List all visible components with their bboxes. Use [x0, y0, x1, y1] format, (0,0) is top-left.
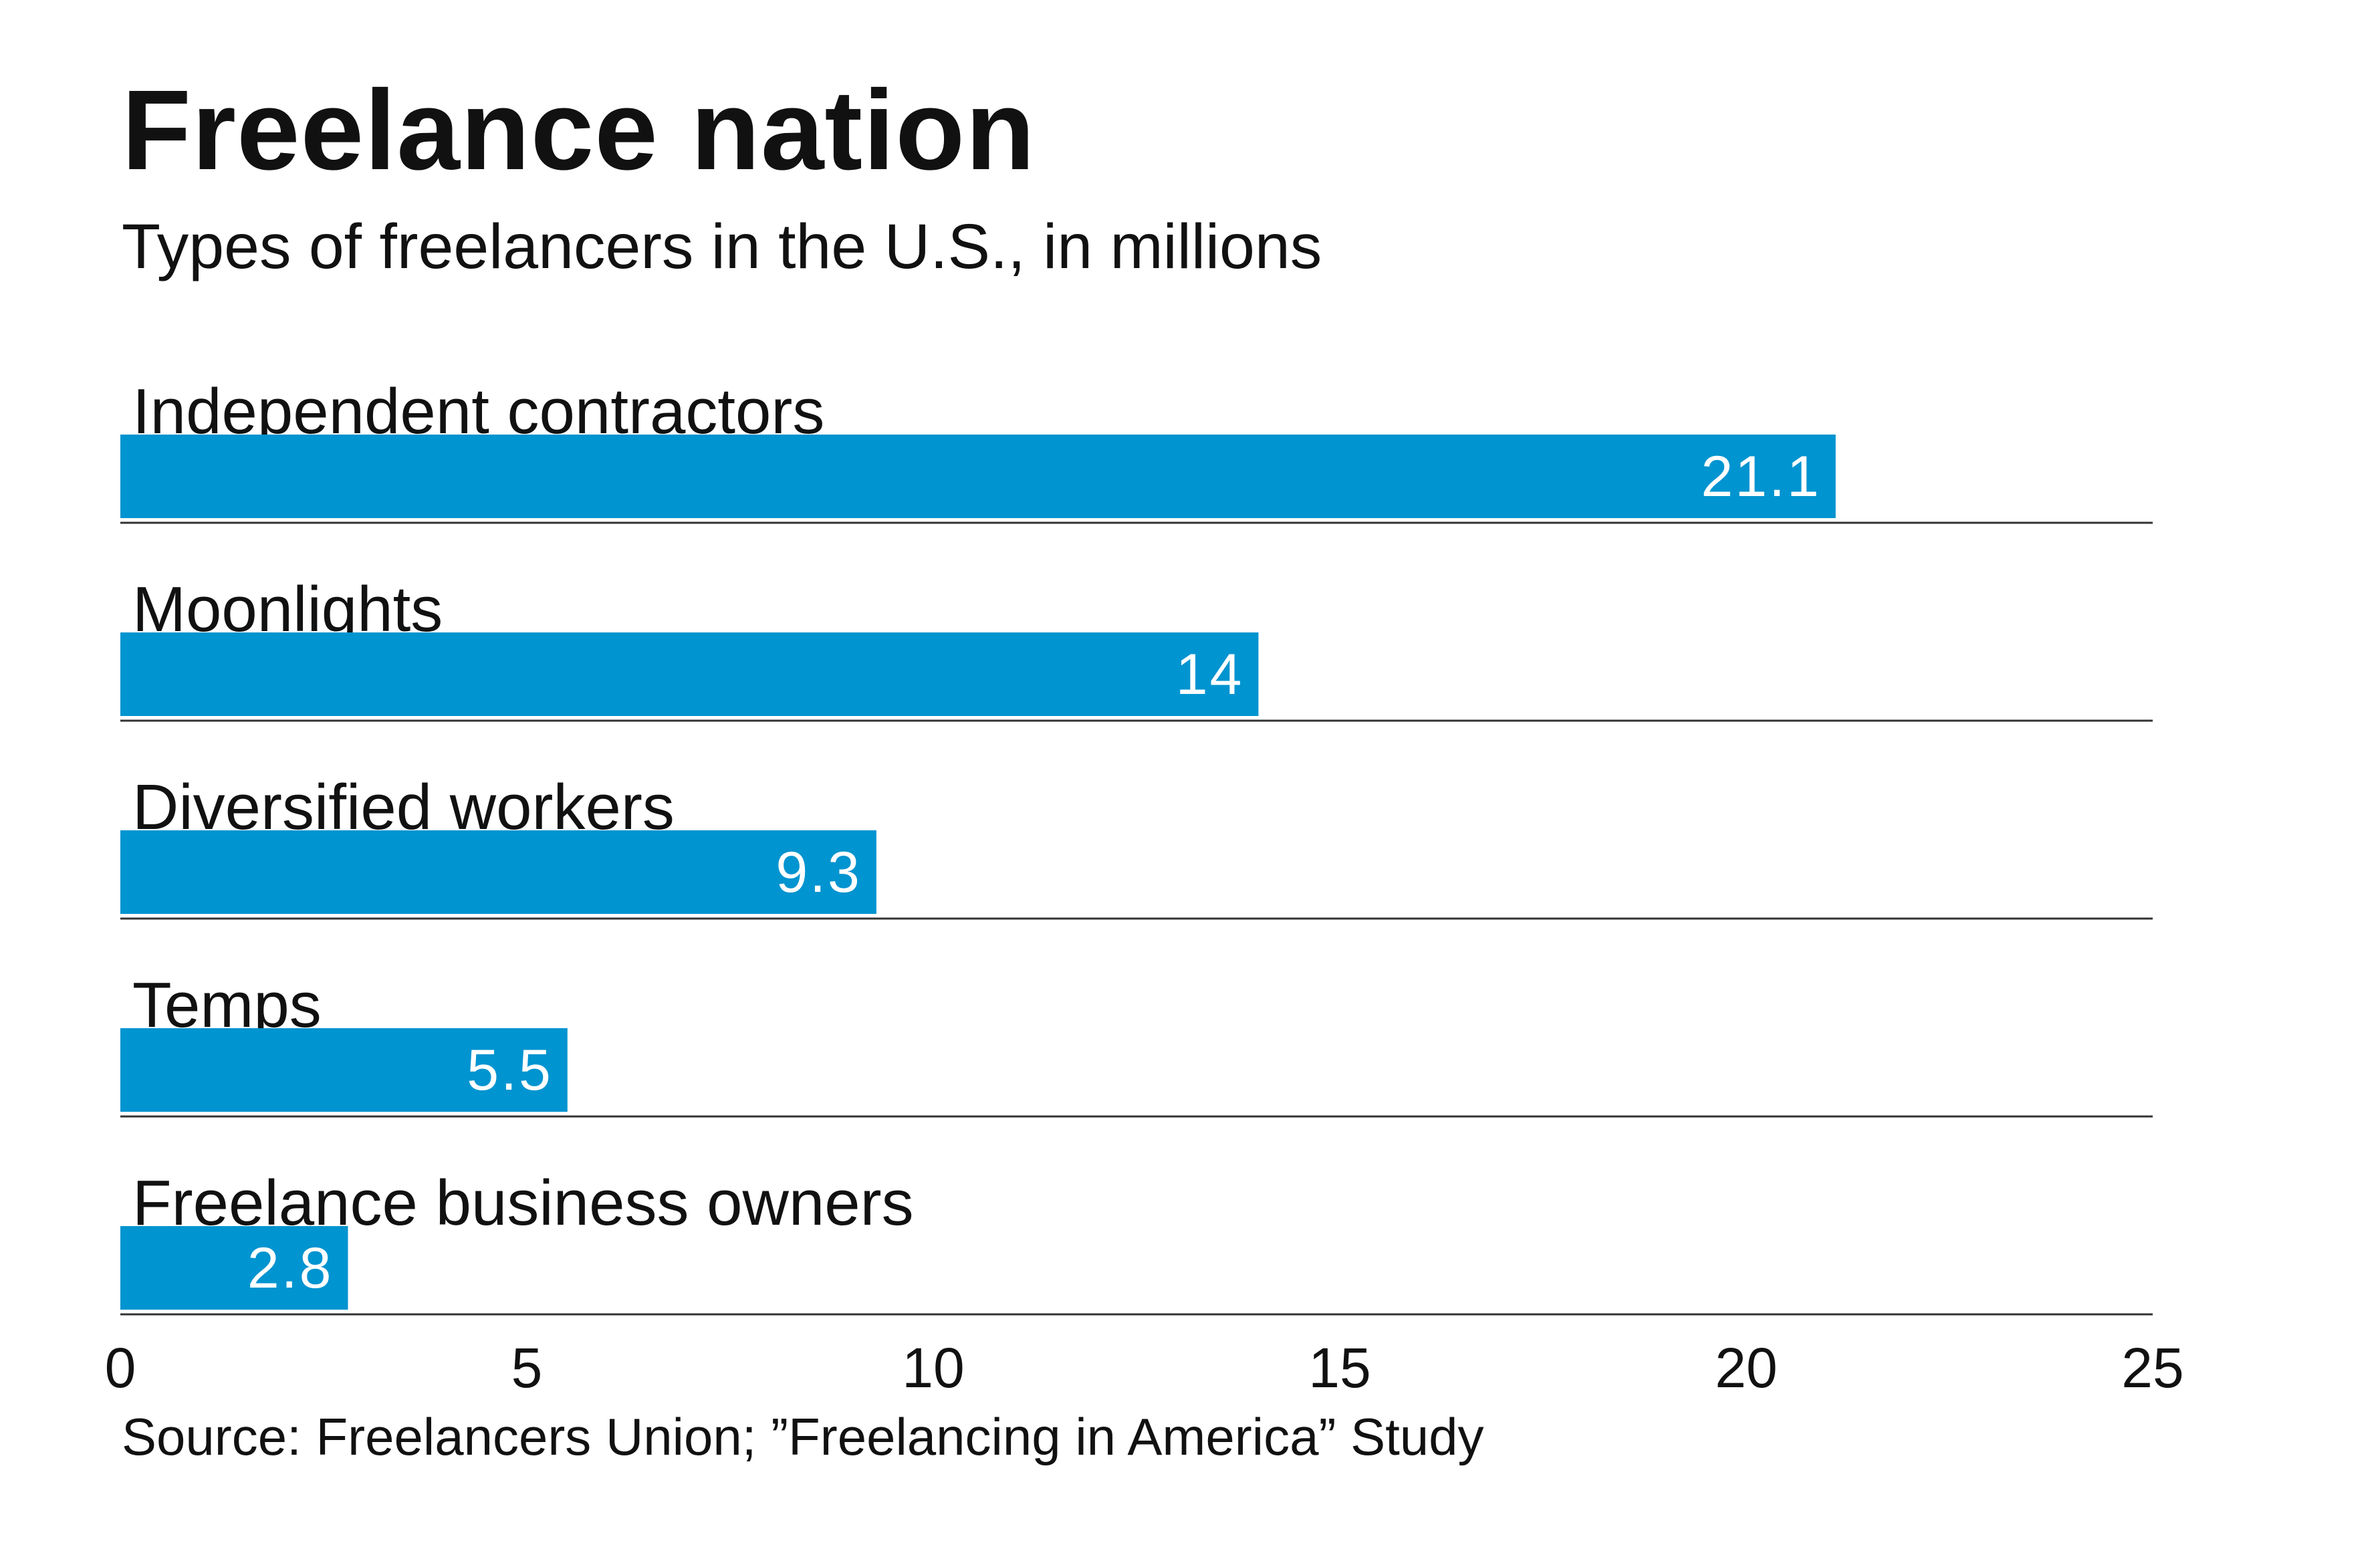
- bar-2: [120, 632, 1259, 716]
- data-label: 2.8: [247, 1236, 334, 1300]
- x-tick-label: 25: [2121, 1336, 2183, 1399]
- x-axis: 0 5 10 15 20 25: [105, 1336, 2184, 1399]
- data-label: 5.5: [467, 1038, 553, 1102]
- data-label: 9.3: [776, 840, 862, 905]
- chart-title: Freelance nation: [122, 67, 1036, 194]
- bar-3: [120, 830, 876, 914]
- data-label: 21.1: [1701, 445, 1820, 509]
- bars-layer: Independent contractors21.1Moonlights14D…: [120, 376, 2153, 1316]
- bar-5: [120, 1226, 348, 1310]
- source-note: Source: Freelancers Union; ”Freelancing …: [122, 1407, 1484, 1466]
- bar-4: [120, 1028, 568, 1112]
- x-tick-label: 5: [511, 1336, 543, 1399]
- chart-subtitle: Types of freelancers in the U.S., in mil…: [122, 211, 1322, 282]
- data-label: 14: [1176, 642, 1244, 707]
- x-tick-label: 0: [105, 1336, 136, 1399]
- x-tick-label: 20: [1715, 1336, 1777, 1399]
- x-tick-label: 10: [902, 1336, 964, 1399]
- bar-1: [120, 435, 1836, 518]
- x-tick-label: 15: [1308, 1336, 1371, 1399]
